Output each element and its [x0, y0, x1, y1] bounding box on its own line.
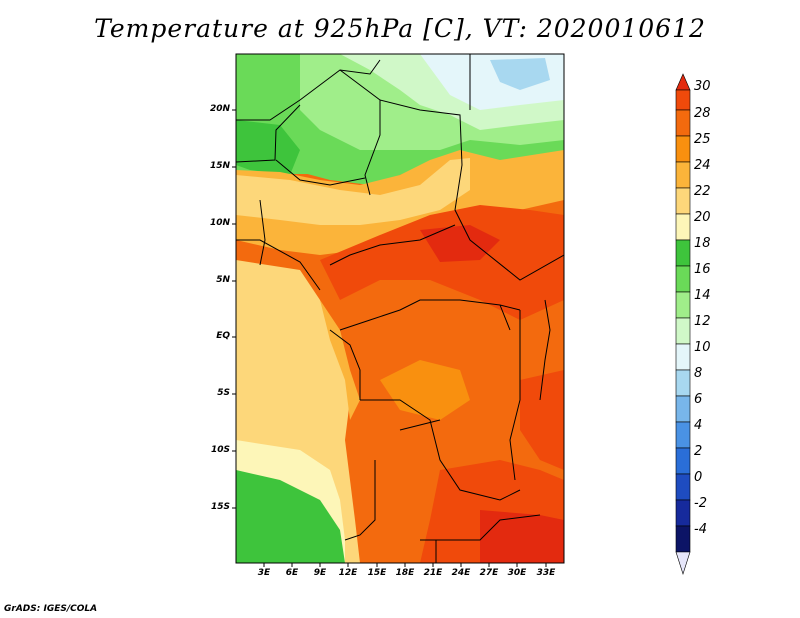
lon-label-21e: 21E: [423, 568, 443, 578]
colorbar-label-22: 22: [694, 184, 711, 199]
colorbar-label-14: 14: [694, 288, 711, 303]
colorbar-label-minus4: -4: [694, 522, 707, 537]
colorbar-segment-13: [675, 395, 691, 423]
lon-label-24e: 24E: [451, 568, 471, 578]
lon-label-15e: 15E: [367, 568, 387, 578]
colorbar-segment-15: [675, 447, 691, 475]
colorbar-label-2: 2: [694, 444, 703, 459]
axis-ticks: [232, 109, 547, 567]
field-sw-green: [236, 470, 345, 563]
colorbar-label-6: 6: [694, 392, 703, 407]
colorbar-segment-2: [675, 109, 691, 137]
colorbar-segment-8: [675, 265, 691, 293]
lon-label-27e: 27E: [479, 568, 499, 578]
lon-label-3e: 3E: [257, 568, 271, 578]
colorbar-label-minus2: -2: [694, 496, 707, 511]
colorbar-label-10: 10: [694, 340, 711, 355]
lat-label-5s: 5S: [217, 388, 230, 398]
lon-label-18e: 18E: [395, 568, 415, 578]
colorbar-top-arrow: [675, 73, 691, 91]
colorbar-label-12: 12: [694, 314, 711, 329]
lat-label-10s: 10S: [210, 445, 230, 455]
temperature-field: [236, 54, 564, 563]
colorbar-segment-17: [675, 499, 691, 527]
colorbar-segment-11: [675, 343, 691, 371]
colorbar-segment-5: [675, 187, 691, 215]
colorbar-label-18: 18: [694, 236, 711, 251]
colorbar-label-25: 25: [694, 132, 711, 147]
colorbar-label-8: 8: [694, 366, 703, 381]
colorbar-label-20: 20: [694, 210, 711, 225]
colorbar-segment-12: [675, 369, 691, 397]
lat-label-5n: 5N: [216, 275, 230, 285]
colorbar-segment-9: [675, 291, 691, 319]
colorbar: [675, 73, 691, 575]
field-south-red: [480, 510, 564, 563]
colorbar-segment-10: [675, 317, 691, 345]
lon-label-9e: 9E: [313, 568, 327, 578]
field-core-red: [320, 205, 564, 320]
lat-label-15s: 15S: [210, 502, 230, 512]
colorbar-segment-6: [675, 213, 691, 241]
colorbar-segment-16: [675, 473, 691, 501]
colorbar-segment-4: [675, 161, 691, 189]
lat-label-15n: 15N: [209, 161, 230, 171]
colorbar-segment-18: [675, 525, 691, 553]
colorbar-label-30: 30: [694, 79, 711, 94]
colorbar-segment-7: [675, 239, 691, 267]
lat-label-10n: 10N: [209, 218, 230, 228]
colorbar-label-28: 28: [694, 106, 711, 121]
colorbar-label-24: 24: [694, 158, 711, 173]
chart-title: Temperature at 925hPa [C], VT: 202001061…: [94, 14, 706, 43]
colorbar-segment-3: [675, 135, 691, 163]
credit-text: GrADS: IGES/COLA: [4, 604, 98, 614]
colorbar-bottom-arrow: [675, 551, 691, 575]
colorbar-segment-1: [675, 89, 691, 111]
country-borders: [236, 54, 564, 563]
lon-label-12e: 12E: [338, 568, 358, 578]
map-frame: [235, 53, 565, 564]
colorbar-label-4: 4: [694, 418, 703, 433]
lat-label-20n: 20N: [209, 104, 230, 114]
lon-label-33e: 33E: [536, 568, 556, 578]
lon-label-30e: 30E: [507, 568, 527, 578]
colorbar-segment-14: [675, 421, 691, 449]
lat-label-eq: EQ: [216, 331, 230, 341]
colorbar-label-16: 16: [694, 262, 711, 277]
colorbar-label-0: 0: [694, 470, 703, 485]
lon-label-6e: 6E: [285, 568, 299, 578]
